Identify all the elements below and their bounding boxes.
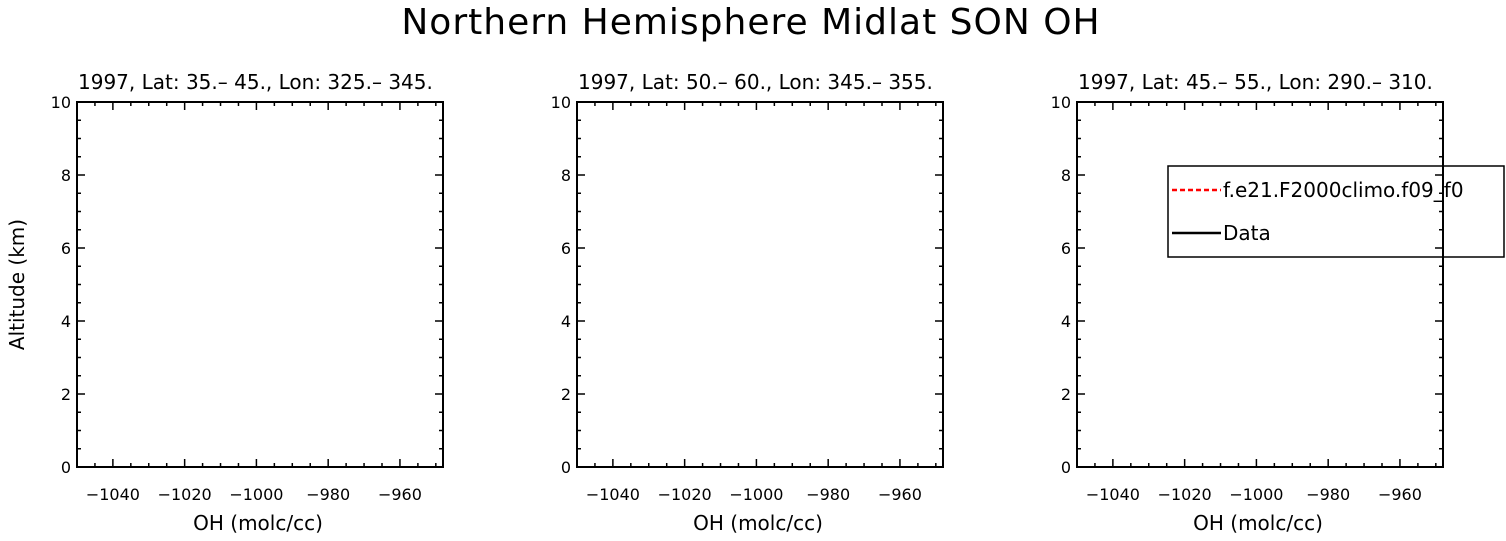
y-tick-label: 8 xyxy=(61,166,71,185)
y-tick-label: 10 xyxy=(51,93,71,112)
y-tick-label: 8 xyxy=(561,166,571,185)
y-tick-label: 10 xyxy=(1051,93,1071,112)
x-tick-label: −1000 xyxy=(729,485,783,504)
panel-title: 1997, Lat: 35.– 45., Lon: 325.– 345. xyxy=(78,70,433,94)
y-tick-label: 6 xyxy=(1061,239,1071,258)
x-tick-label: −1040 xyxy=(86,485,140,504)
x-axis-label: OH (molc/cc) xyxy=(693,511,823,535)
chart-panel-1: 0 2 4 6 8 10 −1040 −1020 −1000 −980 −960 1997, Lat:… xyxy=(5,70,444,535)
y-tick-label: 6 xyxy=(561,239,571,258)
x-tick-label: −1000 xyxy=(1229,485,1283,504)
y-tick-label: 0 xyxy=(1061,458,1071,477)
chart-panel-3: 0 2 4 6 8 10 −1040 −1020 −1000 −980 −960 1997, Lat:… xyxy=(1051,70,1505,535)
legend-label-2: Data xyxy=(1223,221,1271,245)
plot-frame xyxy=(576,101,944,468)
y-tick-label: 4 xyxy=(61,312,71,331)
x-tick-label: −1040 xyxy=(586,485,640,504)
chart-panel-2: 0 2 4 6 8 10 −1040 −1020 −1000 −980 −960 1997, Lat:… xyxy=(551,70,944,535)
y-tick-label: 4 xyxy=(1061,312,1071,331)
x-axis-label: OH (molc/cc) xyxy=(193,511,323,535)
x-tick-label: −960 xyxy=(378,485,422,504)
x-tick-label: −980 xyxy=(806,485,850,504)
y-tick-label: 2 xyxy=(1061,385,1071,404)
figure-title: Northern Hemisphere Midlat SON OH xyxy=(401,2,1100,43)
x-tick-label: −1020 xyxy=(1158,485,1212,504)
x-tick-label: −1040 xyxy=(1086,485,1140,504)
x-tick-label: −960 xyxy=(1378,485,1422,504)
y-tick-label: 0 xyxy=(61,458,71,477)
x-tick-label: −980 xyxy=(1306,485,1350,504)
panel-title: 1997, Lat: 45.– 55., Lon: 290.– 310. xyxy=(1078,70,1433,94)
legend: f.e21.F2000climo.f09_f0 Data xyxy=(1167,165,1505,258)
x-axis-label: OH (molc/cc) xyxy=(1193,511,1323,535)
x-tick-label: −980 xyxy=(306,485,350,504)
x-tick-label: −1000 xyxy=(229,485,283,504)
plot-frame xyxy=(76,101,444,468)
legend-box xyxy=(1167,165,1505,258)
x-tick-label: −1020 xyxy=(658,485,712,504)
y-tick-label: 4 xyxy=(561,312,571,331)
y-tick-label: 8 xyxy=(1061,166,1071,185)
y-tick-label: 6 xyxy=(61,239,71,258)
plot-frame xyxy=(1076,101,1444,468)
x-tick-label: −960 xyxy=(878,485,922,504)
y-tick-label: 2 xyxy=(561,385,571,404)
y-axis-label: Altitude (km) xyxy=(5,219,29,350)
x-tick-label: −1020 xyxy=(158,485,212,504)
y-tick-label: 10 xyxy=(551,93,571,112)
y-tick-label: 2 xyxy=(61,385,71,404)
panel-title: 1997, Lat: 50.– 60., Lon: 345.– 355. xyxy=(578,70,933,94)
legend-label-1: f.e21.F2000climo.f09_f0 xyxy=(1223,178,1464,202)
y-tick-label: 0 xyxy=(561,458,571,477)
